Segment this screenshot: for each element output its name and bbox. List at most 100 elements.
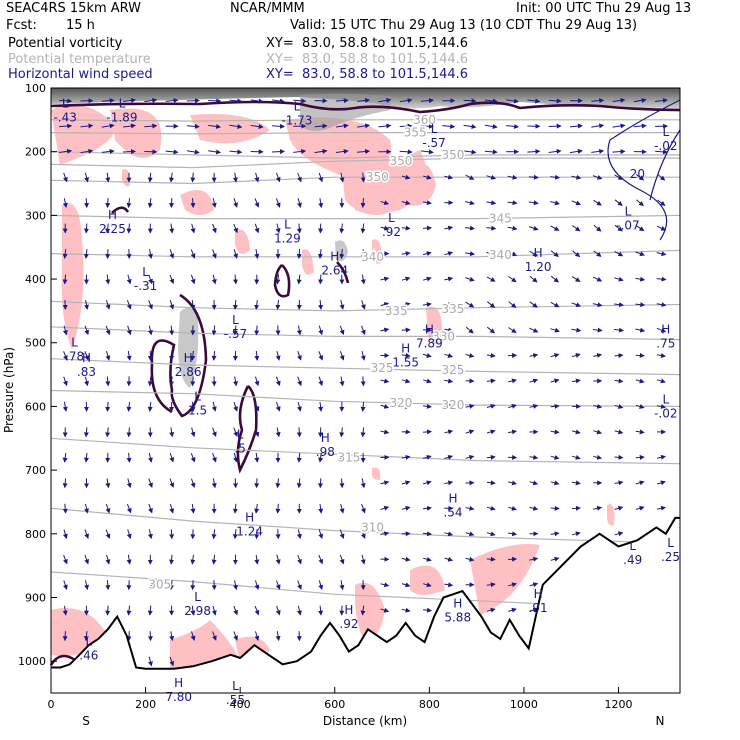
wind-arrow (593, 403, 603, 409)
wind-arrow (83, 452, 89, 463)
isentrope-line (51, 249, 680, 258)
isentrope-line (51, 151, 680, 159)
wind-arrow (147, 580, 153, 591)
wind-arrow (529, 607, 539, 613)
extremum-symbol: H (321, 431, 330, 445)
extremum-symbol: L (662, 125, 669, 139)
wind-arrow (571, 480, 581, 486)
wind-arrow (126, 427, 132, 438)
wind-arrow (422, 403, 432, 409)
y-tick-label: 900 (25, 591, 46, 604)
wind-arrow (293, 148, 307, 154)
wind-arrow (548, 148, 562, 154)
wind-arrow (444, 480, 454, 486)
wind-arrow (254, 478, 260, 489)
wind-speed-label: 20 (630, 167, 645, 181)
wind-arrow (339, 554, 345, 565)
wind-arrow (529, 556, 539, 562)
wind-arrow (422, 582, 432, 588)
wind-arrow (508, 301, 517, 309)
wind-arrow (550, 556, 560, 562)
wind-arrow (339, 452, 345, 463)
extremum-value: -.02 (654, 407, 677, 421)
wind-arrow (465, 200, 475, 206)
extremum-value: 1.5 (188, 403, 207, 417)
wind-arrow (250, 124, 264, 129)
pv-contour-closed (273, 264, 291, 298)
isentrope-line (51, 326, 680, 341)
pv-shade-region (180, 190, 214, 215)
wind-arrow (423, 174, 432, 180)
wind-arrow (318, 172, 324, 183)
wind-arrow (105, 554, 111, 565)
extremum-value: .49 (623, 553, 642, 567)
wind-arrow (422, 276, 432, 282)
wind-arrow (233, 376, 239, 387)
wind-arrow (275, 223, 281, 234)
isotach-line (649, 129, 680, 201)
wind-arrow (463, 98, 477, 104)
isentrope-lines (51, 119, 680, 611)
wind-arrow (380, 174, 390, 180)
wind-arrow (401, 454, 411, 460)
stratosphere-dark-core (300, 93, 390, 131)
wind-arrow (233, 198, 238, 208)
pv-contour-tropopause (51, 100, 680, 114)
wind-arrow (296, 325, 302, 336)
extremum-symbol: L (194, 389, 201, 403)
wind-arrow (254, 503, 260, 514)
y-tick-label: 200 (25, 146, 46, 159)
wind-arrow (380, 302, 390, 307)
extremum-value: .54 (443, 505, 462, 519)
isentrope-label: 325 (442, 363, 465, 377)
wind-arrow (144, 123, 158, 129)
extremum-symbol: H (448, 491, 457, 505)
wind-arrow (318, 300, 324, 310)
wind-arrow (593, 250, 602, 257)
wind-arrow (297, 376, 302, 387)
wind-arrow (657, 454, 666, 460)
wind-arrow (63, 172, 68, 183)
wind-arrow (529, 582, 539, 588)
wind-arrow (190, 376, 196, 387)
wind-arrow (59, 148, 73, 154)
wind-arrow (169, 554, 175, 565)
wind-arrow (126, 529, 132, 540)
wind-arrow (571, 429, 581, 435)
extremum-symbol: H (453, 596, 462, 610)
wind-arrow (422, 302, 432, 307)
isentrope-line (51, 157, 680, 169)
wind-arrow (529, 327, 539, 333)
wind-arrow (296, 529, 302, 540)
north-end-label: N (656, 714, 665, 728)
isentrope-label: 360 (413, 113, 436, 127)
wind-arrow (339, 249, 345, 260)
extremum-value: 7.80 (165, 690, 192, 704)
wind-arrow (360, 223, 366, 234)
wind-arrow (614, 327, 624, 333)
wind-arrow (550, 275, 559, 283)
wind-arrow (105, 300, 111, 310)
wind-arrow (507, 225, 518, 231)
wind-arrow (486, 326, 496, 334)
wind-arrow (444, 531, 454, 537)
wind-arrow (318, 452, 324, 463)
wind-arrow (444, 582, 454, 588)
wind-arrow (508, 275, 517, 283)
extremum-symbol: L (667, 536, 674, 550)
wind-arrow (275, 172, 281, 183)
model-title: SEAC4RS 15km ARW (6, 1, 142, 16)
wind-arrow (339, 325, 345, 336)
pv-contour-closed (236, 385, 258, 474)
wind-arrow (401, 607, 411, 613)
extremum-value: 1.29 (274, 231, 301, 245)
extremum-symbol: H (401, 342, 410, 356)
wind-arrow (83, 249, 89, 259)
extremum-value: -.57 (422, 136, 445, 150)
wind-arrow (169, 427, 175, 438)
wind-arrow (63, 554, 68, 565)
wind-arrow (105, 351, 111, 361)
wind-arrow (484, 149, 498, 155)
wind-arrow (508, 327, 517, 334)
wind-arrow (529, 403, 539, 409)
